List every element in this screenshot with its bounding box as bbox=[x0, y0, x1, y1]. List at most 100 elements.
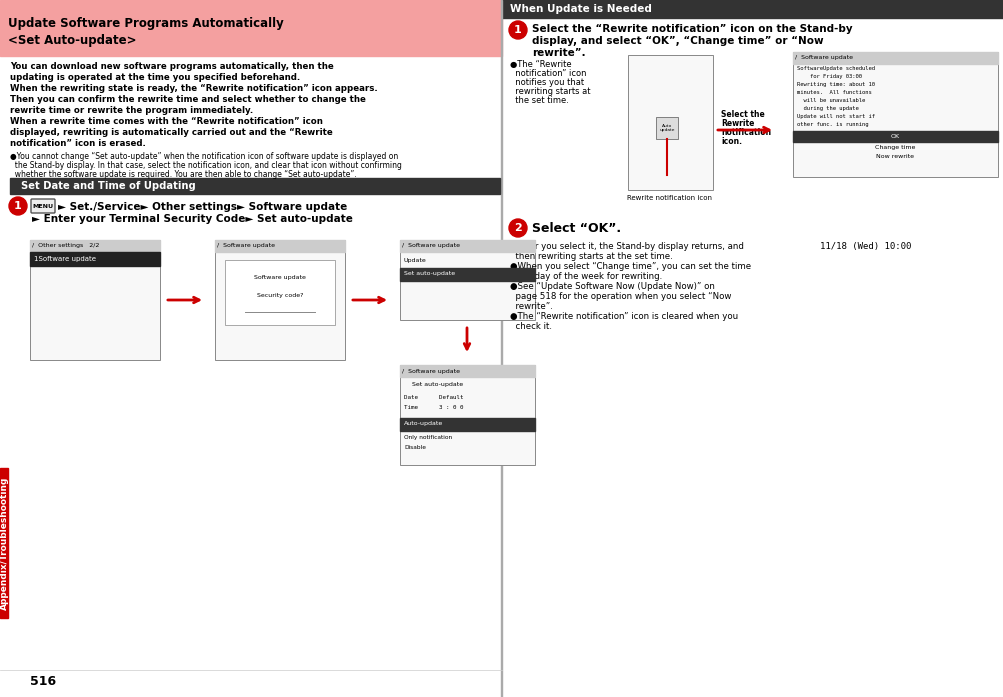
Text: check it.: check it. bbox=[510, 322, 552, 331]
Bar bbox=[399, 240, 535, 252]
Text: rewrite”.: rewrite”. bbox=[532, 48, 585, 58]
Bar bbox=[30, 252, 159, 266]
Bar bbox=[502, 0, 1003, 18]
Bar bbox=[399, 240, 535, 320]
Text: When the rewriting state is ready, the “Rewrite notification” icon appears.: When the rewriting state is ready, the “… bbox=[10, 84, 377, 93]
Text: 1Software update: 1Software update bbox=[34, 256, 96, 262]
Text: Change time: Change time bbox=[874, 145, 915, 150]
Bar bbox=[655, 117, 677, 139]
Text: ► Enter your Terminal Security Code► Set auto-update: ► Enter your Terminal Security Code► Set… bbox=[32, 214, 352, 224]
Text: ●See “Update Software Now (Update Now)” on: ●See “Update Software Now (Update Now)” … bbox=[510, 282, 714, 291]
Bar bbox=[792, 131, 997, 142]
Text: Only notification: Only notification bbox=[403, 435, 451, 440]
Bar bbox=[399, 365, 535, 465]
Bar bbox=[0, 0, 502, 56]
Text: rewriting starts at: rewriting starts at bbox=[510, 87, 590, 96]
Text: /  Software update: / Software update bbox=[401, 243, 459, 249]
Text: notification” icon: notification” icon bbox=[510, 69, 586, 78]
Text: during the update: during the update bbox=[796, 106, 858, 111]
Text: rewrite”.: rewrite”. bbox=[510, 302, 553, 311]
Text: for Friday 03:00: for Friday 03:00 bbox=[796, 74, 862, 79]
Text: Auto
update: Auto update bbox=[659, 123, 674, 132]
Bar bbox=[0, 468, 8, 618]
FancyBboxPatch shape bbox=[31, 199, 55, 213]
Text: minutes.  All functions: minutes. All functions bbox=[796, 90, 871, 95]
Text: icon.: icon. bbox=[720, 137, 741, 146]
Text: Then you can confirm the rewrite time and select whether to change the: Then you can confirm the rewrite time an… bbox=[10, 95, 365, 104]
Text: 1: 1 bbox=[14, 201, 22, 211]
Text: 516: 516 bbox=[30, 675, 56, 688]
Text: whether the software update is required. You are then able to change “Set auto-u: whether the software update is required.… bbox=[10, 170, 356, 179]
Text: rewrite time or rewrite the program immediately.: rewrite time or rewrite the program imme… bbox=[10, 106, 253, 115]
Bar bbox=[30, 240, 159, 252]
Text: ●After you select it, the Stand-by display returns, and: ●After you select it, the Stand-by displ… bbox=[510, 242, 743, 251]
Circle shape bbox=[509, 21, 527, 39]
Text: 11/18 (Wed) 10:00: 11/18 (Wed) 10:00 bbox=[819, 242, 911, 251]
Text: ●The “Rewrite notification” icon is cleared when you: ●The “Rewrite notification” icon is clea… bbox=[510, 312, 737, 321]
Text: 1: 1 bbox=[514, 25, 522, 35]
Text: Set Date and Time of Updating: Set Date and Time of Updating bbox=[14, 181, 196, 191]
Text: ●When you select “Change time”, you can set the time: ●When you select “Change time”, you can … bbox=[510, 262, 750, 271]
Text: notification” icon is erased.: notification” icon is erased. bbox=[10, 139, 145, 148]
Text: You can download new software programs automatically, then the: You can download new software programs a… bbox=[10, 62, 333, 71]
Bar bbox=[399, 418, 535, 431]
Text: Set auto-update: Set auto-update bbox=[403, 272, 454, 277]
Text: Security code?: Security code? bbox=[257, 293, 303, 298]
Text: Time      3 : 0 0: Time 3 : 0 0 bbox=[403, 405, 463, 410]
Text: Update Software Programs Automatically: Update Software Programs Automatically bbox=[8, 17, 284, 30]
Text: notifies you that: notifies you that bbox=[510, 78, 584, 87]
Bar bbox=[30, 240, 159, 360]
Bar bbox=[792, 52, 997, 177]
Text: 2: 2 bbox=[514, 223, 522, 233]
Text: Rewriting time: about 10: Rewriting time: about 10 bbox=[796, 82, 875, 87]
Bar bbox=[399, 268, 535, 281]
Text: Update: Update bbox=[403, 258, 426, 263]
Text: Rewrite notification icon: Rewrite notification icon bbox=[627, 195, 712, 201]
Text: When a rewrite time comes with the “Rewrite notification” icon: When a rewrite time comes with the “Rewr… bbox=[10, 117, 323, 126]
Text: Select the “Rewrite notification” icon on the Stand-by: Select the “Rewrite notification” icon o… bbox=[532, 24, 852, 34]
Text: Auto-update: Auto-update bbox=[403, 422, 442, 427]
Text: display, and select “OK”, “Change time” or “Now: display, and select “OK”, “Change time” … bbox=[532, 36, 822, 46]
Circle shape bbox=[9, 197, 27, 215]
Text: /  Software update: / Software update bbox=[401, 369, 459, 374]
Text: /  Software update: / Software update bbox=[217, 243, 275, 249]
Text: Update will not start if: Update will not start if bbox=[796, 114, 875, 119]
Text: Rewrite: Rewrite bbox=[720, 119, 753, 128]
Text: displayed, rewriting is automatically carried out and the “Rewrite: displayed, rewriting is automatically ca… bbox=[10, 128, 332, 137]
Text: updating is operated at the time you specified beforehand.: updating is operated at the time you spe… bbox=[10, 73, 300, 82]
Text: ●The “Rewrite: ●The “Rewrite bbox=[510, 60, 571, 69]
Text: ●You cannot change “Set auto-update” when the notification icon of software upda: ●You cannot change “Set auto-update” whe… bbox=[10, 152, 398, 161]
Bar bbox=[215, 240, 345, 360]
Bar bbox=[10, 178, 499, 194]
Text: SoftwareUpdate scheduled: SoftwareUpdate scheduled bbox=[796, 66, 875, 71]
Text: will be unavailable: will be unavailable bbox=[796, 98, 865, 103]
Text: Software update: Software update bbox=[254, 275, 306, 280]
Bar bbox=[215, 240, 345, 252]
Text: the Stand-by display. In that case, select the notification icon, and clear that: the Stand-by display. In that case, sele… bbox=[10, 161, 401, 170]
Text: Select the: Select the bbox=[720, 110, 764, 119]
Text: When Update is Needed: When Update is Needed bbox=[510, 4, 651, 14]
Bar bbox=[627, 55, 712, 190]
Text: page 518 for the operation when you select “Now: page 518 for the operation when you sele… bbox=[510, 292, 730, 301]
Text: then rewriting starts at the set time.: then rewriting starts at the set time. bbox=[510, 252, 672, 261]
Text: Date      Default: Date Default bbox=[403, 395, 463, 400]
Text: Appendix/Troubleshooting: Appendix/Troubleshooting bbox=[0, 476, 8, 610]
Bar bbox=[792, 52, 997, 64]
Text: and day of the week for rewriting.: and day of the week for rewriting. bbox=[510, 272, 662, 281]
Text: other func. is running: other func. is running bbox=[796, 122, 868, 127]
Text: /  Other settings   2/2: / Other settings 2/2 bbox=[32, 243, 99, 249]
Text: <Set Auto-update>: <Set Auto-update> bbox=[8, 34, 136, 47]
Text: Set auto-update: Set auto-update bbox=[403, 382, 462, 387]
Text: MENU: MENU bbox=[32, 204, 53, 208]
Bar bbox=[225, 260, 335, 325]
Text: the set time.: the set time. bbox=[510, 96, 569, 105]
Text: OK: OK bbox=[890, 134, 899, 139]
Text: Disable: Disable bbox=[403, 445, 425, 450]
Bar bbox=[399, 365, 535, 377]
Text: Now rewrite: Now rewrite bbox=[876, 154, 913, 159]
Circle shape bbox=[509, 219, 527, 237]
Text: notification: notification bbox=[720, 128, 770, 137]
Text: /  Software update: / Software update bbox=[794, 56, 853, 61]
Text: ► Set./Service► Other settings► Software update: ► Set./Service► Other settings► Software… bbox=[58, 202, 347, 212]
Text: Select “OK”.: Select “OK”. bbox=[532, 222, 621, 235]
